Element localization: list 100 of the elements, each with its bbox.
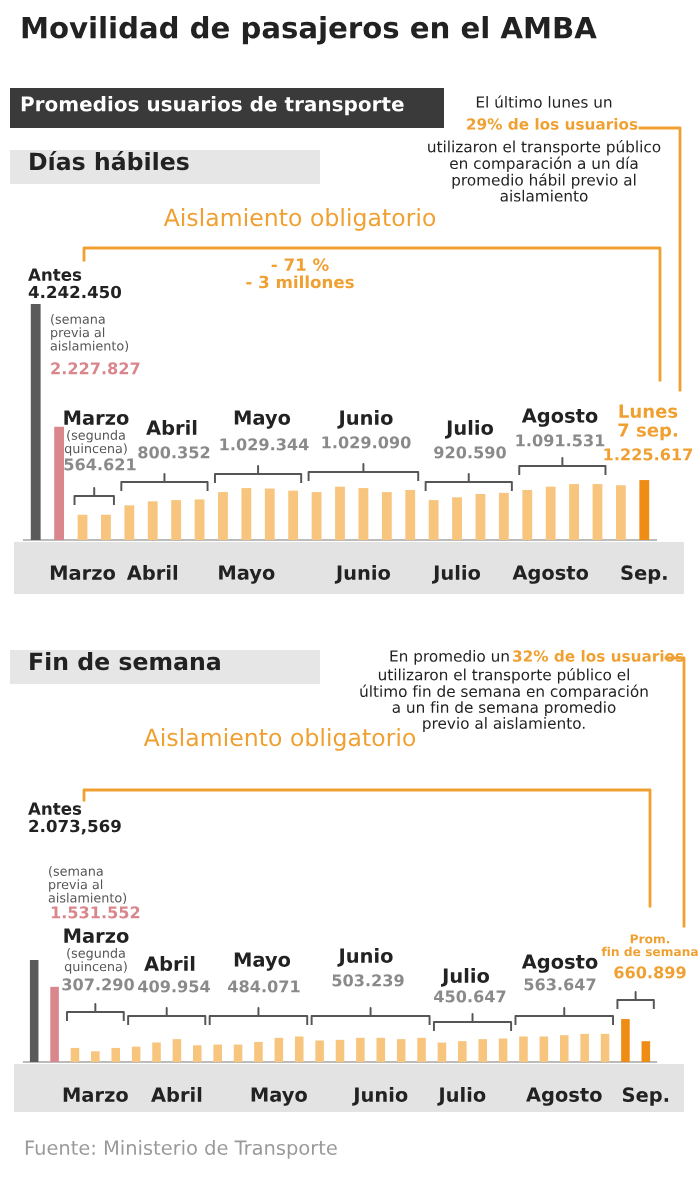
bar [124, 505, 135, 540]
x-tick-label: Julio [437, 1087, 486, 1106]
text: Antes 4.242.450 [28, 268, 122, 299]
bar [311, 492, 322, 540]
bar [498, 492, 509, 540]
chart-title: Fin de semana [30, 652, 220, 671]
annotation: 484.071 [228, 980, 300, 993]
bar [315, 1040, 324, 1062]
bar [559, 1035, 569, 1062]
annotation: Marzo [64, 410, 129, 426]
bar [194, 499, 205, 540]
bar [405, 489, 416, 540]
bar [294, 1036, 304, 1062]
annotation: Agosto [521, 408, 598, 427]
bar [641, 1041, 651, 1062]
annotation: Mayo [234, 410, 291, 429]
bar [522, 489, 533, 540]
annotation: 503.239 [332, 974, 404, 987]
text: Marzo [64, 928, 129, 944]
bar [428, 500, 439, 540]
x-tick-label: Junio [352, 1087, 408, 1106]
bar [437, 1042, 447, 1062]
x-tick-label: Sep. [621, 565, 667, 584]
x-tick-label: Junio [334, 565, 391, 584]
annotation: Lunes 7 sep. [618, 404, 678, 441]
bar [101, 514, 111, 540]
bar [241, 488, 252, 540]
x-tick-label: Julio [432, 565, 481, 584]
x-tick-label: Agosto [526, 1087, 602, 1106]
bar [478, 1039, 487, 1062]
x-tick-label: Mayo [219, 565, 275, 584]
bar [615, 485, 626, 540]
bar [30, 304, 41, 540]
text: Aislamiento obligatorio [143, 728, 416, 751]
annotation: Abril [144, 956, 195, 972]
x-tick-label: Abril [151, 1087, 202, 1103]
bar [356, 1037, 365, 1062]
bar [147, 501, 158, 540]
text: Antes 2.073,569 [28, 802, 121, 835]
annotation: Julio [445, 420, 494, 439]
bar [475, 493, 486, 540]
bar [569, 484, 579, 540]
bar [600, 1033, 610, 1062]
annotation: Junio [337, 948, 393, 967]
x-tick-label: Marzo [63, 1087, 128, 1103]
bar [50, 986, 59, 1062]
x-tick-label: Marzo [50, 565, 116, 581]
bar [458, 1041, 467, 1062]
annotation: Julio [441, 968, 490, 987]
bar [70, 1047, 80, 1062]
bar [417, 1037, 426, 1062]
x-tick-label: Mayo [251, 1087, 307, 1106]
bar [233, 1044, 243, 1062]
chart-subtitle: Promedios usuarios de transporte [21, 96, 404, 116]
bar [621, 1019, 630, 1062]
chart-title: Movilidad de pasajeros en el AMBA [22, 16, 597, 45]
annotation: 450.647 [434, 990, 506, 1003]
x-tick-label: Agosto [512, 565, 589, 584]
annotation: 307.290 [62, 978, 134, 991]
annotation: Mayo [234, 952, 291, 971]
bar [152, 1042, 161, 1062]
annotation: 1.091.531 [516, 434, 605, 447]
bar [171, 500, 182, 540]
bar [592, 484, 603, 540]
bar [254, 1041, 263, 1062]
text: Días hábiles [30, 151, 189, 171]
annotation: Junio [337, 410, 393, 429]
bar [396, 1039, 406, 1062]
bar [54, 426, 65, 540]
bar [580, 1033, 589, 1062]
bar [111, 1047, 121, 1062]
annotation: 1.029.090 [322, 436, 411, 449]
bar [545, 486, 556, 540]
annotation: 564.621 [64, 458, 136, 471]
bar [519, 1036, 528, 1062]
x-tick-label: Sep. [622, 1087, 669, 1106]
bar [498, 1038, 508, 1062]
bar [29, 960, 39, 1062]
bar [381, 492, 392, 540]
bar [218, 492, 228, 540]
bar [193, 1045, 202, 1062]
bar [639, 480, 650, 540]
annotation: 1.029.344 [220, 438, 309, 451]
bar [172, 1039, 182, 1062]
annotation: 660.899 [614, 966, 686, 979]
annotation: Abril [146, 420, 197, 436]
x-tick-label: Abril [126, 565, 178, 581]
bar [213, 1044, 222, 1062]
annotation: 409.954 [138, 980, 210, 993]
text: 1.531.552 [51, 906, 140, 919]
bar [77, 514, 88, 540]
bar [335, 1039, 345, 1062]
bar [274, 1037, 284, 1062]
text: - 71 % - 3 millones [246, 258, 354, 289]
annotation: Agosto [521, 954, 598, 973]
bar [376, 1037, 386, 1062]
annotation: 1.225.617 [604, 448, 693, 461]
bar [335, 486, 345, 540]
annotation: 800.352 [138, 446, 210, 459]
annotation: 563.647 [524, 978, 596, 991]
